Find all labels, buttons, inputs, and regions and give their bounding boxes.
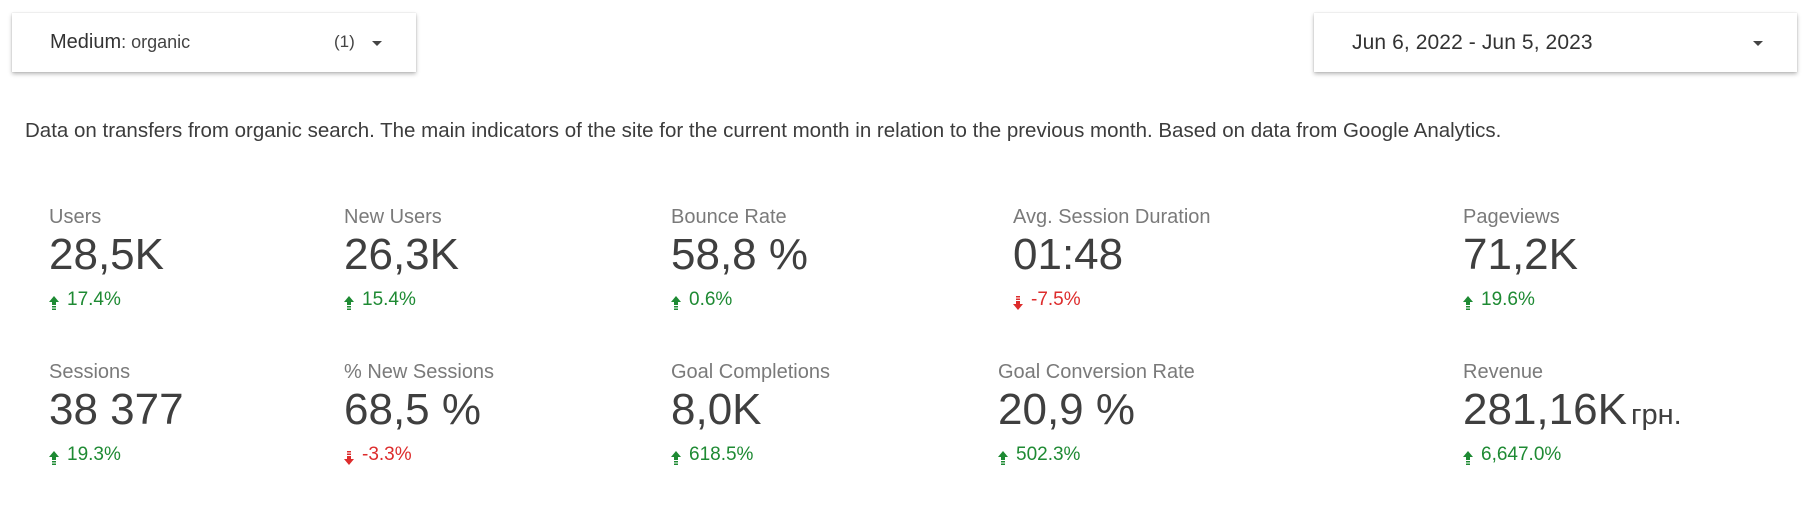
metric-avg-session-duration: Avg. Session Duration 01:48 -7.5% — [1013, 205, 1273, 312]
arrow-up-icon — [998, 448, 1008, 465]
filter-value: : organic — [121, 32, 191, 52]
medium-filter-dropdown[interactable]: Medium: organic (1) — [12, 13, 416, 72]
metric-change: -3.3% — [344, 443, 604, 467]
arrow-up-icon — [671, 448, 681, 465]
caret-down-icon — [372, 41, 382, 46]
metric-goal-completions: Goal Completions 8,0K 618.5% — [671, 360, 931, 467]
date-range-text: Jun 6, 2022 - Jun 5, 2023 — [1352, 30, 1593, 54]
metric-change: -7.5% — [1013, 288, 1273, 312]
metric-change: 6,647.0% — [1463, 443, 1723, 467]
metric-label: % New Sessions — [344, 361, 495, 383]
metric-change: 0.6% — [671, 288, 931, 312]
metric-new-sessions-percent: % New Sessions 68,5 % -3.3% — [344, 360, 604, 467]
metric-value: 38 377 — [49, 385, 184, 434]
metric-value: 58,8 % — [671, 230, 808, 279]
metric-users: Users 28,5K 17.4% — [49, 205, 309, 312]
metric-label: Revenue — [1463, 361, 1544, 383]
metric-value: 8,0K — [671, 385, 762, 434]
metric-change: 17.4% — [49, 288, 309, 312]
arrow-up-icon — [1463, 448, 1473, 465]
metric-change: 618.5% — [671, 443, 931, 467]
arrow-down-icon — [344, 448, 354, 465]
filter-label: Medium — [50, 31, 122, 53]
metric-value: 71,2K — [1463, 230, 1578, 279]
metric-label: Pageviews — [1463, 206, 1560, 228]
metric-change: 15.4% — [344, 288, 604, 312]
description-text: Data on transfers from organic search. T… — [25, 119, 1502, 142]
metric-change: 19.6% — [1463, 288, 1723, 312]
arrow-down-icon — [1013, 293, 1023, 310]
metric-bounce-rate: Bounce Rate 58,8 % 0.6% — [671, 205, 931, 312]
metric-value: 01:48 — [1013, 230, 1124, 279]
metric-label: Goal Conversion Rate — [998, 361, 1195, 383]
metric-value: 26,3K — [344, 230, 459, 279]
arrow-up-icon — [344, 293, 354, 310]
metric-change: 502.3% — [998, 443, 1258, 467]
metric-sessions: Sessions 38 377 19.3% — [49, 360, 309, 467]
metric-label: New Users — [344, 206, 442, 228]
arrow-up-icon — [1463, 293, 1473, 310]
arrow-up-icon — [671, 293, 681, 310]
metric-revenue: Revenue 281,16K грн. 6,647.0% — [1463, 360, 1723, 467]
metric-label: Sessions — [49, 361, 131, 383]
metric-change: 19.3% — [49, 443, 309, 467]
metric-value: 20,9 % — [998, 385, 1135, 434]
metric-label: Users — [49, 206, 102, 228]
metric-value: 28,5K — [49, 230, 164, 279]
metric-value: 68,5 % — [344, 385, 481, 434]
arrow-up-icon — [49, 293, 59, 310]
metric-label: Avg. Session Duration — [1013, 206, 1211, 228]
metric-value: 281,16K грн. — [1463, 385, 1682, 434]
filter-count: (1) — [334, 32, 355, 51]
metric-label: Bounce Rate — [671, 206, 787, 228]
metric-new-users: New Users 26,3K 15.4% — [344, 205, 604, 312]
metric-pageviews: Pageviews 71,2K 19.6% — [1463, 205, 1723, 312]
arrow-up-icon — [49, 448, 59, 465]
date-range-picker[interactable]: Jun 6, 2022 - Jun 5, 2023 — [1314, 13, 1797, 72]
metric-goal-conversion-rate: Goal Conversion Rate 20,9 % 502.3% — [998, 360, 1258, 467]
caret-down-icon — [1753, 41, 1763, 46]
metric-label: Goal Completions — [671, 361, 830, 383]
